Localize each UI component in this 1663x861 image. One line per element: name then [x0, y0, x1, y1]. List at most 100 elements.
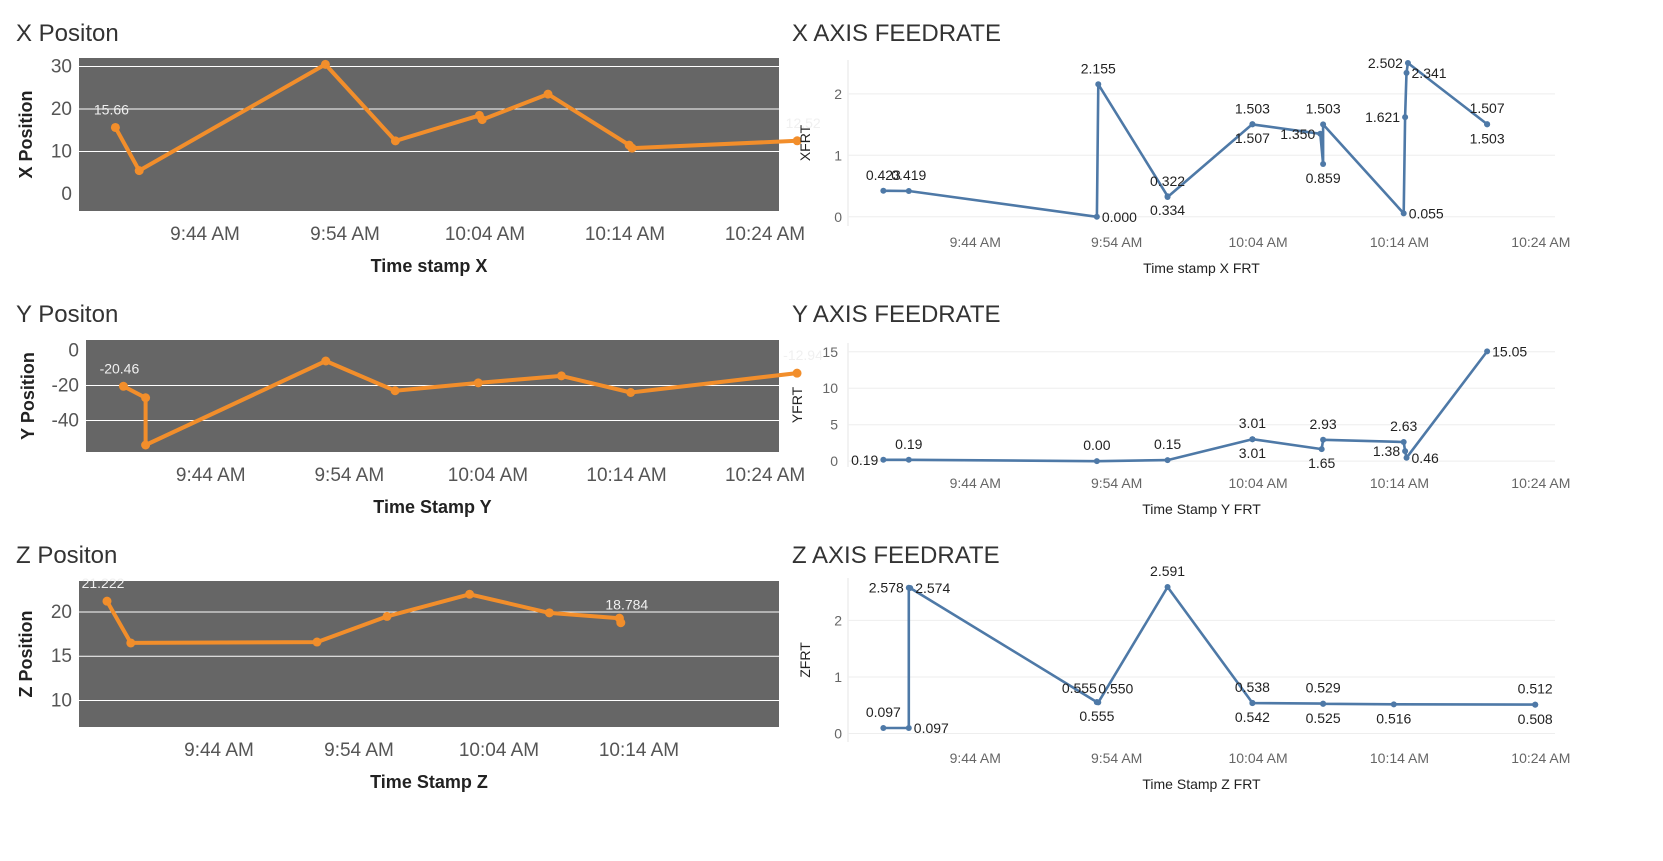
- plot-background: [86, 340, 779, 452]
- data-label: 12.52: [786, 115, 821, 131]
- x-tick-label: 10:14 AM: [1370, 234, 1429, 250]
- data-point: [880, 456, 887, 463]
- y-tick-label: 20: [51, 602, 72, 623]
- data-point: [382, 611, 392, 621]
- plot-background: [79, 581, 779, 727]
- data-point: [905, 188, 912, 195]
- data-point: [1390, 701, 1397, 708]
- data-point: [792, 136, 802, 146]
- x-tick-label: 9:44 AM: [950, 234, 1001, 250]
- data-point: [1532, 701, 1539, 708]
- data-point: [110, 122, 120, 132]
- y-tick-label: 1: [834, 669, 842, 685]
- x-tick-label: 10:24 AM: [1511, 475, 1570, 491]
- data-label: 18.784: [605, 597, 648, 613]
- data-point: [616, 618, 626, 628]
- x-tick-label: 10:14 AM: [1370, 750, 1429, 766]
- x-tick-label: 10:24 AM: [725, 465, 805, 486]
- x-tick-label: 9:54 AM: [1091, 475, 1142, 491]
- y-tick-label: -40: [52, 411, 79, 432]
- x-tick-label: 10:24 AM: [725, 224, 805, 245]
- y-tick-label: 10: [51, 690, 72, 711]
- x-tick-label: 10:14 AM: [586, 465, 666, 486]
- data-label: 0.859: [1306, 170, 1341, 186]
- data-label: 3.01: [1239, 415, 1266, 431]
- x-tick-label: 10:14 AM: [1370, 475, 1429, 491]
- data-label: 0.423: [866, 167, 901, 183]
- y-tick-label: 10: [51, 142, 72, 163]
- data-point: [1249, 700, 1256, 707]
- x-tick-label: 10:04 AM: [1228, 234, 1287, 250]
- x-tick-label: 10:04 AM: [445, 224, 525, 245]
- y-axis-title: YFRT: [789, 386, 805, 423]
- y-tick-label: 30: [51, 57, 72, 78]
- data-label: 2.502: [1368, 55, 1403, 71]
- data-label: 0.542: [1235, 709, 1270, 725]
- z-feedrate-title: Z AXIS FEEDRATE: [792, 542, 1000, 569]
- data-point: [1095, 699, 1102, 706]
- data-label: 0.512: [1518, 681, 1553, 697]
- x-feedrate-title: X AXIS FEEDRATE: [792, 20, 1001, 47]
- y-tick-label: 2: [834, 86, 842, 102]
- data-point: [880, 187, 887, 194]
- data-label: 21.222: [82, 575, 125, 591]
- x-tick-label: 10:04 AM: [459, 740, 539, 761]
- x-tick-label: 10:04 AM: [448, 465, 528, 486]
- data-point: [1400, 210, 1407, 217]
- y-tick-label: 0: [834, 209, 842, 225]
- data-point: [320, 59, 330, 69]
- x-axis-title: Time stamp X: [371, 256, 488, 276]
- data-point: [1095, 81, 1102, 88]
- data-label: 1.38: [1373, 443, 1400, 459]
- data-label: 2.341: [1412, 65, 1447, 81]
- data-label: 0.46: [1412, 450, 1439, 466]
- x-tick-label: 9:54 AM: [314, 465, 384, 486]
- data-point: [1320, 700, 1327, 707]
- y-tick-label: 0: [834, 726, 842, 742]
- data-label: 15.05: [1492, 343, 1527, 359]
- y-feedrate-title: Y AXIS FEEDRATE: [792, 301, 1001, 328]
- data-point: [390, 386, 400, 396]
- data-label: 1.503: [1235, 100, 1270, 116]
- data-label: 1.350: [1280, 126, 1315, 142]
- data-label: 2.93: [1309, 416, 1336, 432]
- data-point: [1403, 69, 1410, 76]
- y-tick-label: 0: [68, 341, 79, 362]
- y-tick-label: 2: [834, 612, 842, 628]
- data-label: 1.503: [1470, 130, 1505, 146]
- x-tick-label: 9:44 AM: [950, 750, 1001, 766]
- data-label: 0.334: [1150, 202, 1185, 218]
- data-label: 0.097: [866, 704, 901, 720]
- data-point: [390, 136, 400, 146]
- data-label: 0.419: [891, 167, 926, 183]
- data-label: 0.15: [1154, 436, 1181, 452]
- data-point: [905, 725, 912, 732]
- data-point: [1484, 348, 1491, 355]
- data-label: 0.516: [1376, 710, 1411, 726]
- y-axis-title: XFRT: [797, 124, 813, 161]
- series-line: [105, 592, 623, 645]
- data-point: [626, 388, 636, 397]
- y-axis-title: Z Position: [16, 611, 36, 698]
- data-label: 1.507: [1235, 130, 1270, 146]
- data-point: [118, 381, 128, 391]
- x-axis-title: Time Stamp Y FRT: [1142, 501, 1261, 517]
- data-point: [1249, 436, 1256, 443]
- data-point: [141, 440, 151, 450]
- data-point: [321, 356, 331, 366]
- data-point: [473, 378, 483, 388]
- x-tick-label: 9:54 AM: [324, 740, 394, 761]
- data-point: [1317, 130, 1324, 137]
- z-position-title: Z Positon: [16, 542, 118, 569]
- data-label: 1.621: [1365, 109, 1400, 125]
- data-point: [1320, 436, 1327, 443]
- x-tick-label: 10:14 AM: [599, 740, 679, 761]
- data-point: [1320, 160, 1327, 167]
- data-label: 15.66: [94, 101, 129, 117]
- x-tick-label: 9:44 AM: [170, 224, 240, 245]
- data-label: 0.555: [1062, 680, 1097, 696]
- x-tick-label: 9:44 AM: [176, 465, 246, 486]
- data-point: [1249, 121, 1256, 128]
- y-tick-label: 0: [61, 184, 72, 205]
